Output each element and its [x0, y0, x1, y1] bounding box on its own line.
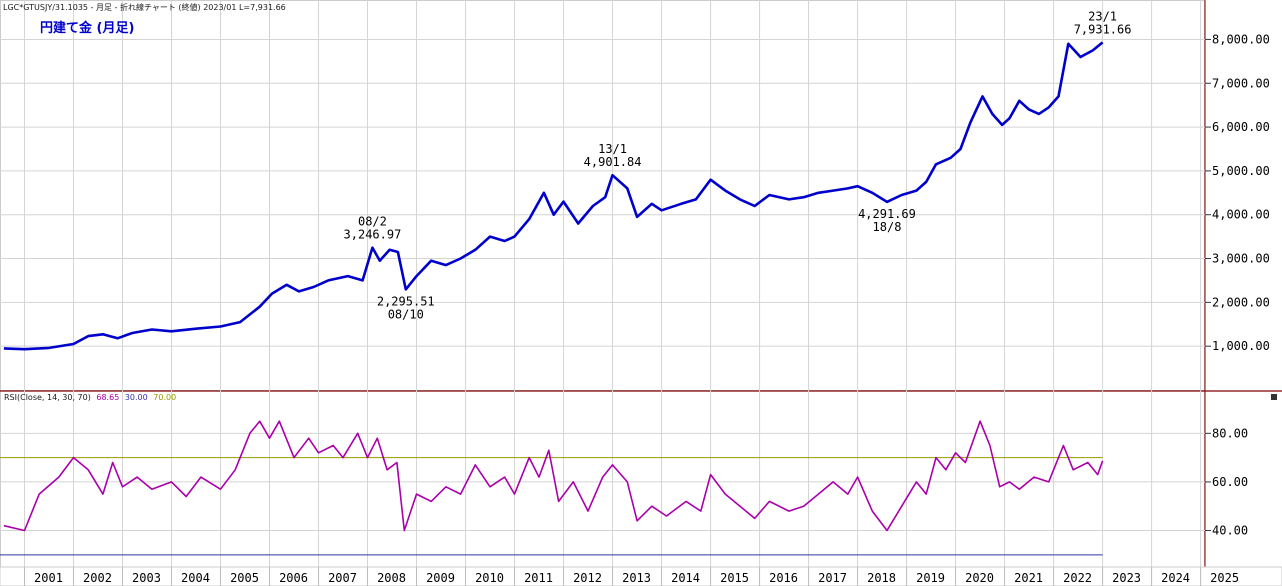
rsi-legend-lower: 30.00	[125, 393, 148, 402]
price-tick-label: 5,000.00	[1212, 164, 1270, 178]
annotation-line-1: 08/2	[358, 215, 387, 229]
x-axis-label-2007: 2007	[328, 571, 357, 585]
x-axis-label-2001: 2001	[34, 571, 63, 585]
x-axis-label-2002: 2002	[83, 571, 112, 585]
x-axis-label-2011: 2011	[524, 571, 553, 585]
x-axis-label-2020: 2020	[965, 571, 994, 585]
rsi-series-line	[3, 420, 1104, 532]
price-panel	[0, 0, 1205, 391]
x-axis-label-2023: 2023	[1112, 571, 1141, 585]
x-axis-label-2014: 2014	[671, 571, 700, 585]
rsi-legend-label: RSI(Close, 14, 30, 70)	[4, 393, 91, 402]
annotation-line-2: 18/8	[873, 220, 902, 234]
annotation-line-2: 3,246.97	[344, 228, 402, 242]
x-axis-label-2024: 2024	[1161, 571, 1190, 585]
x-axis-labels: 2001 2002 2003 2004 2005 2006 2007 2008 2009 2010…	[34, 571, 1239, 585]
rsi-tick-label: 60.00	[1212, 475, 1248, 489]
x-axis-label-2016: 2016	[769, 571, 798, 585]
annotation-line-1: 2,295.51	[377, 294, 435, 308]
rsi-gridlines	[0, 432, 1211, 532]
rsi-panel-close-button[interactable]	[1271, 394, 1277, 400]
price-tick-label: 1,000.00	[1212, 339, 1270, 353]
price-tick-label: 4,000.00	[1212, 208, 1270, 222]
x-axis-label-2009: 2009	[426, 571, 455, 585]
price-y-axis-labels: 1,000.00 2,000.00 3,000.00 4,000.00 5,000.00…	[1212, 32, 1270, 353]
annotation-line-1: 23/1	[1088, 9, 1117, 23]
price-series-line	[3, 41, 1104, 351]
price-tick-label: 6,000.00	[1212, 120, 1270, 134]
x-axis-label-2005: 2005	[230, 571, 259, 585]
price-tick-label: 2,000.00	[1212, 295, 1270, 309]
x-axis-label-2004: 2004	[181, 571, 210, 585]
x-axis-label-2010: 2010	[475, 571, 504, 585]
vertical-gridlines	[24, 0, 1202, 586]
price-tick-label: 8,000.00	[1212, 32, 1270, 46]
x-axis-label-2017: 2017	[818, 571, 847, 585]
rsi-legend-value: 68.65	[96, 393, 119, 402]
x-axis-label-2015: 2015	[720, 571, 749, 585]
x-axis-label-2022: 2022	[1063, 571, 1092, 585]
x-axis-label-2012: 2012	[573, 571, 602, 585]
x-axis-label-2019: 2019	[916, 571, 945, 585]
annotation-line-2: 4,901.84	[584, 155, 642, 169]
rsi-legend-upper: 70.00	[153, 393, 176, 402]
chart-title: 円建て金 (月足)	[40, 20, 134, 36]
rsi-legend: RSI(Close, 14, 30, 70) 68.65 30.00 70.00	[4, 393, 176, 402]
rsi-tick-label: 80.00	[1212, 426, 1248, 440]
annotation-line-1: 13/1	[598, 142, 627, 156]
annotation-line-2: 7,931.66	[1074, 22, 1132, 36]
x-axis-label-2018: 2018	[867, 571, 896, 585]
price-gridlines	[0, 38, 1211, 347]
x-axis-label-2008: 2008	[377, 571, 406, 585]
x-axis-band	[0, 566, 1282, 586]
x-axis-label-2021: 2021	[1014, 571, 1043, 585]
x-axis-label-2003: 2003	[132, 571, 161, 585]
annotation-line-1: 4,291.69	[858, 207, 916, 221]
x-axis-label-2006: 2006	[279, 571, 308, 585]
annotation-line-2: 08/10	[388, 307, 424, 321]
rsi-tick-label: 40.00	[1212, 524, 1248, 538]
rsi-y-axis-labels: 40.00 60.00 80.00	[1212, 426, 1248, 537]
price-tick-label: 3,000.00	[1212, 252, 1270, 266]
ticker-info: LGC*GTUSJY/31.1035 - 月足 - 折れ線チャート (終値) 2…	[3, 2, 286, 12]
x-axis-label-2025: 2025	[1210, 571, 1239, 585]
price-tick-label: 7,000.00	[1212, 76, 1270, 90]
x-axis-label-2013: 2013	[622, 571, 651, 585]
